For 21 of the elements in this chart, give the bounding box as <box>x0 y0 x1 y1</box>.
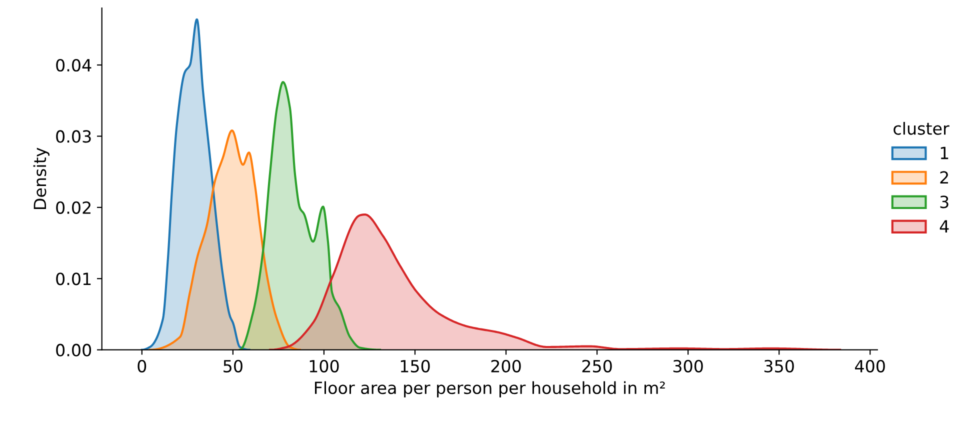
x-tick-label: 0 <box>138 360 146 372</box>
x-tick-label: 350 <box>764 360 794 372</box>
legend-title: cluster <box>894 122 950 135</box>
x-tick-label: 150 <box>400 360 430 372</box>
x-tick-label: 50 <box>224 360 242 372</box>
y-axis-title: Density <box>33 148 50 209</box>
y-tick-label: 0.00 <box>56 344 92 356</box>
y-tick-label: 0.03 <box>56 130 91 143</box>
legend-label: 2 <box>940 171 948 184</box>
y-tick-label: 0.04 <box>56 58 92 72</box>
x-tick-label: 100 <box>310 360 339 372</box>
x-tick-label: 200 <box>491 360 521 372</box>
legend-label: 4 <box>940 220 949 232</box>
y-tick-label: 0.02 <box>56 201 90 214</box>
y-tick-label: 0.01 <box>56 272 91 286</box>
x-tick-label: 300 <box>673 360 703 372</box>
x-axis-title: Floor area per person per household in m² <box>314 381 665 398</box>
legend-label: 3 <box>940 196 948 208</box>
x-tick-label: 250 <box>582 360 612 372</box>
legend-label: 1 <box>940 146 948 160</box>
x-tick-label: 400 <box>855 360 885 372</box>
